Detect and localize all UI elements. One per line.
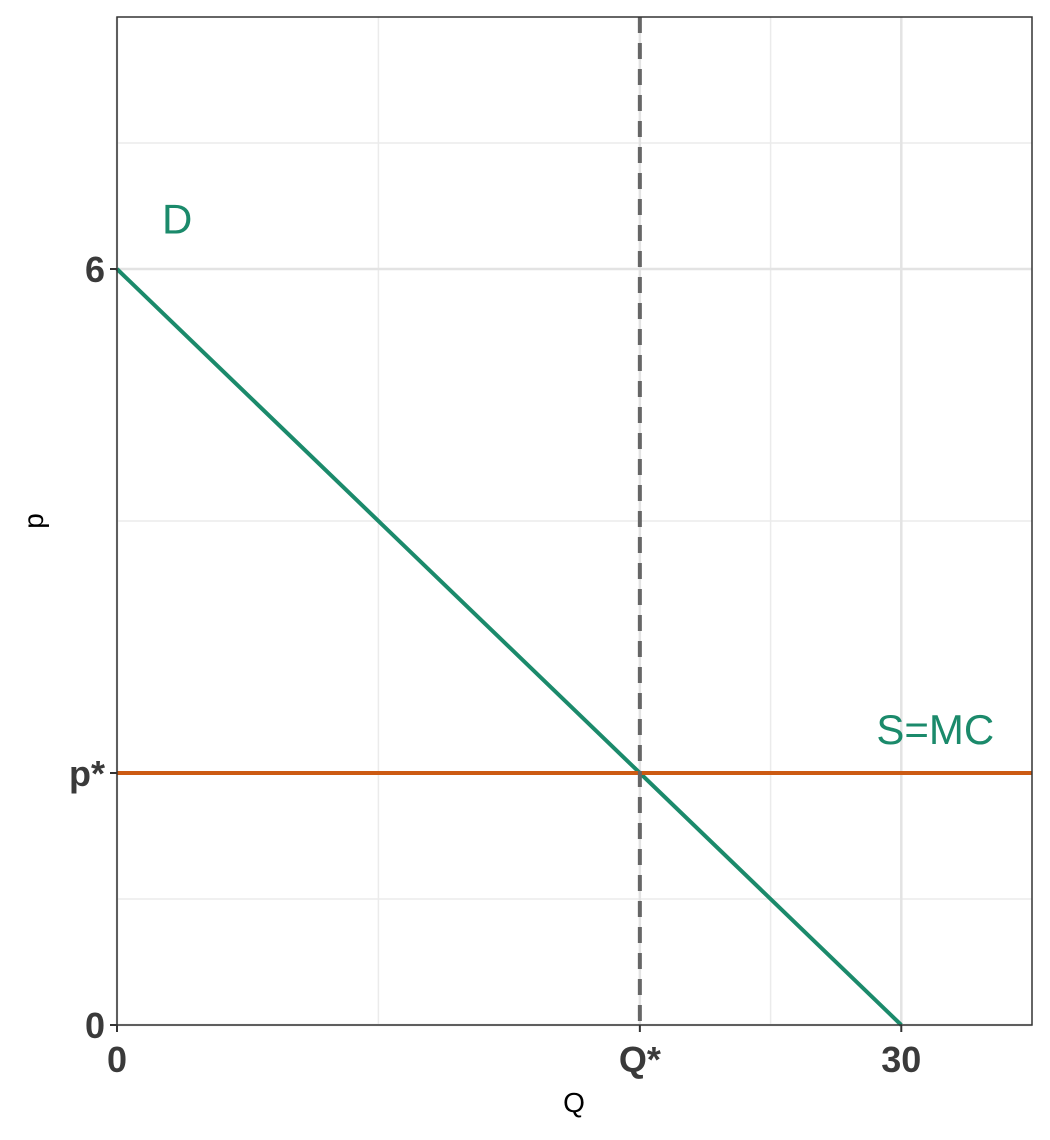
d-curve-label: D — [162, 196, 192, 243]
curve-labels: D S=MC — [162, 196, 994, 753]
axis-ticks: 0 Q* 30 0 p* 6 — [69, 249, 921, 1080]
y-tick-label: p* — [69, 753, 105, 794]
x-axis-title: Q — [563, 1087, 585, 1118]
y-tick-label: 6 — [85, 249, 105, 290]
x-tick-label: 30 — [881, 1039, 921, 1080]
y-tick-label: 0 — [85, 1005, 105, 1046]
s-mc-curve-label: S=MC — [876, 706, 994, 753]
plot-border — [116, 16, 1033, 1026]
d-curve — [115, 267, 903, 1027]
x-tick-label: Q* — [619, 1039, 661, 1080]
series-lines — [115, 267, 1032, 1027]
y-axis-title: p — [18, 513, 49, 529]
x-tick-label: 0 — [107, 1039, 127, 1080]
